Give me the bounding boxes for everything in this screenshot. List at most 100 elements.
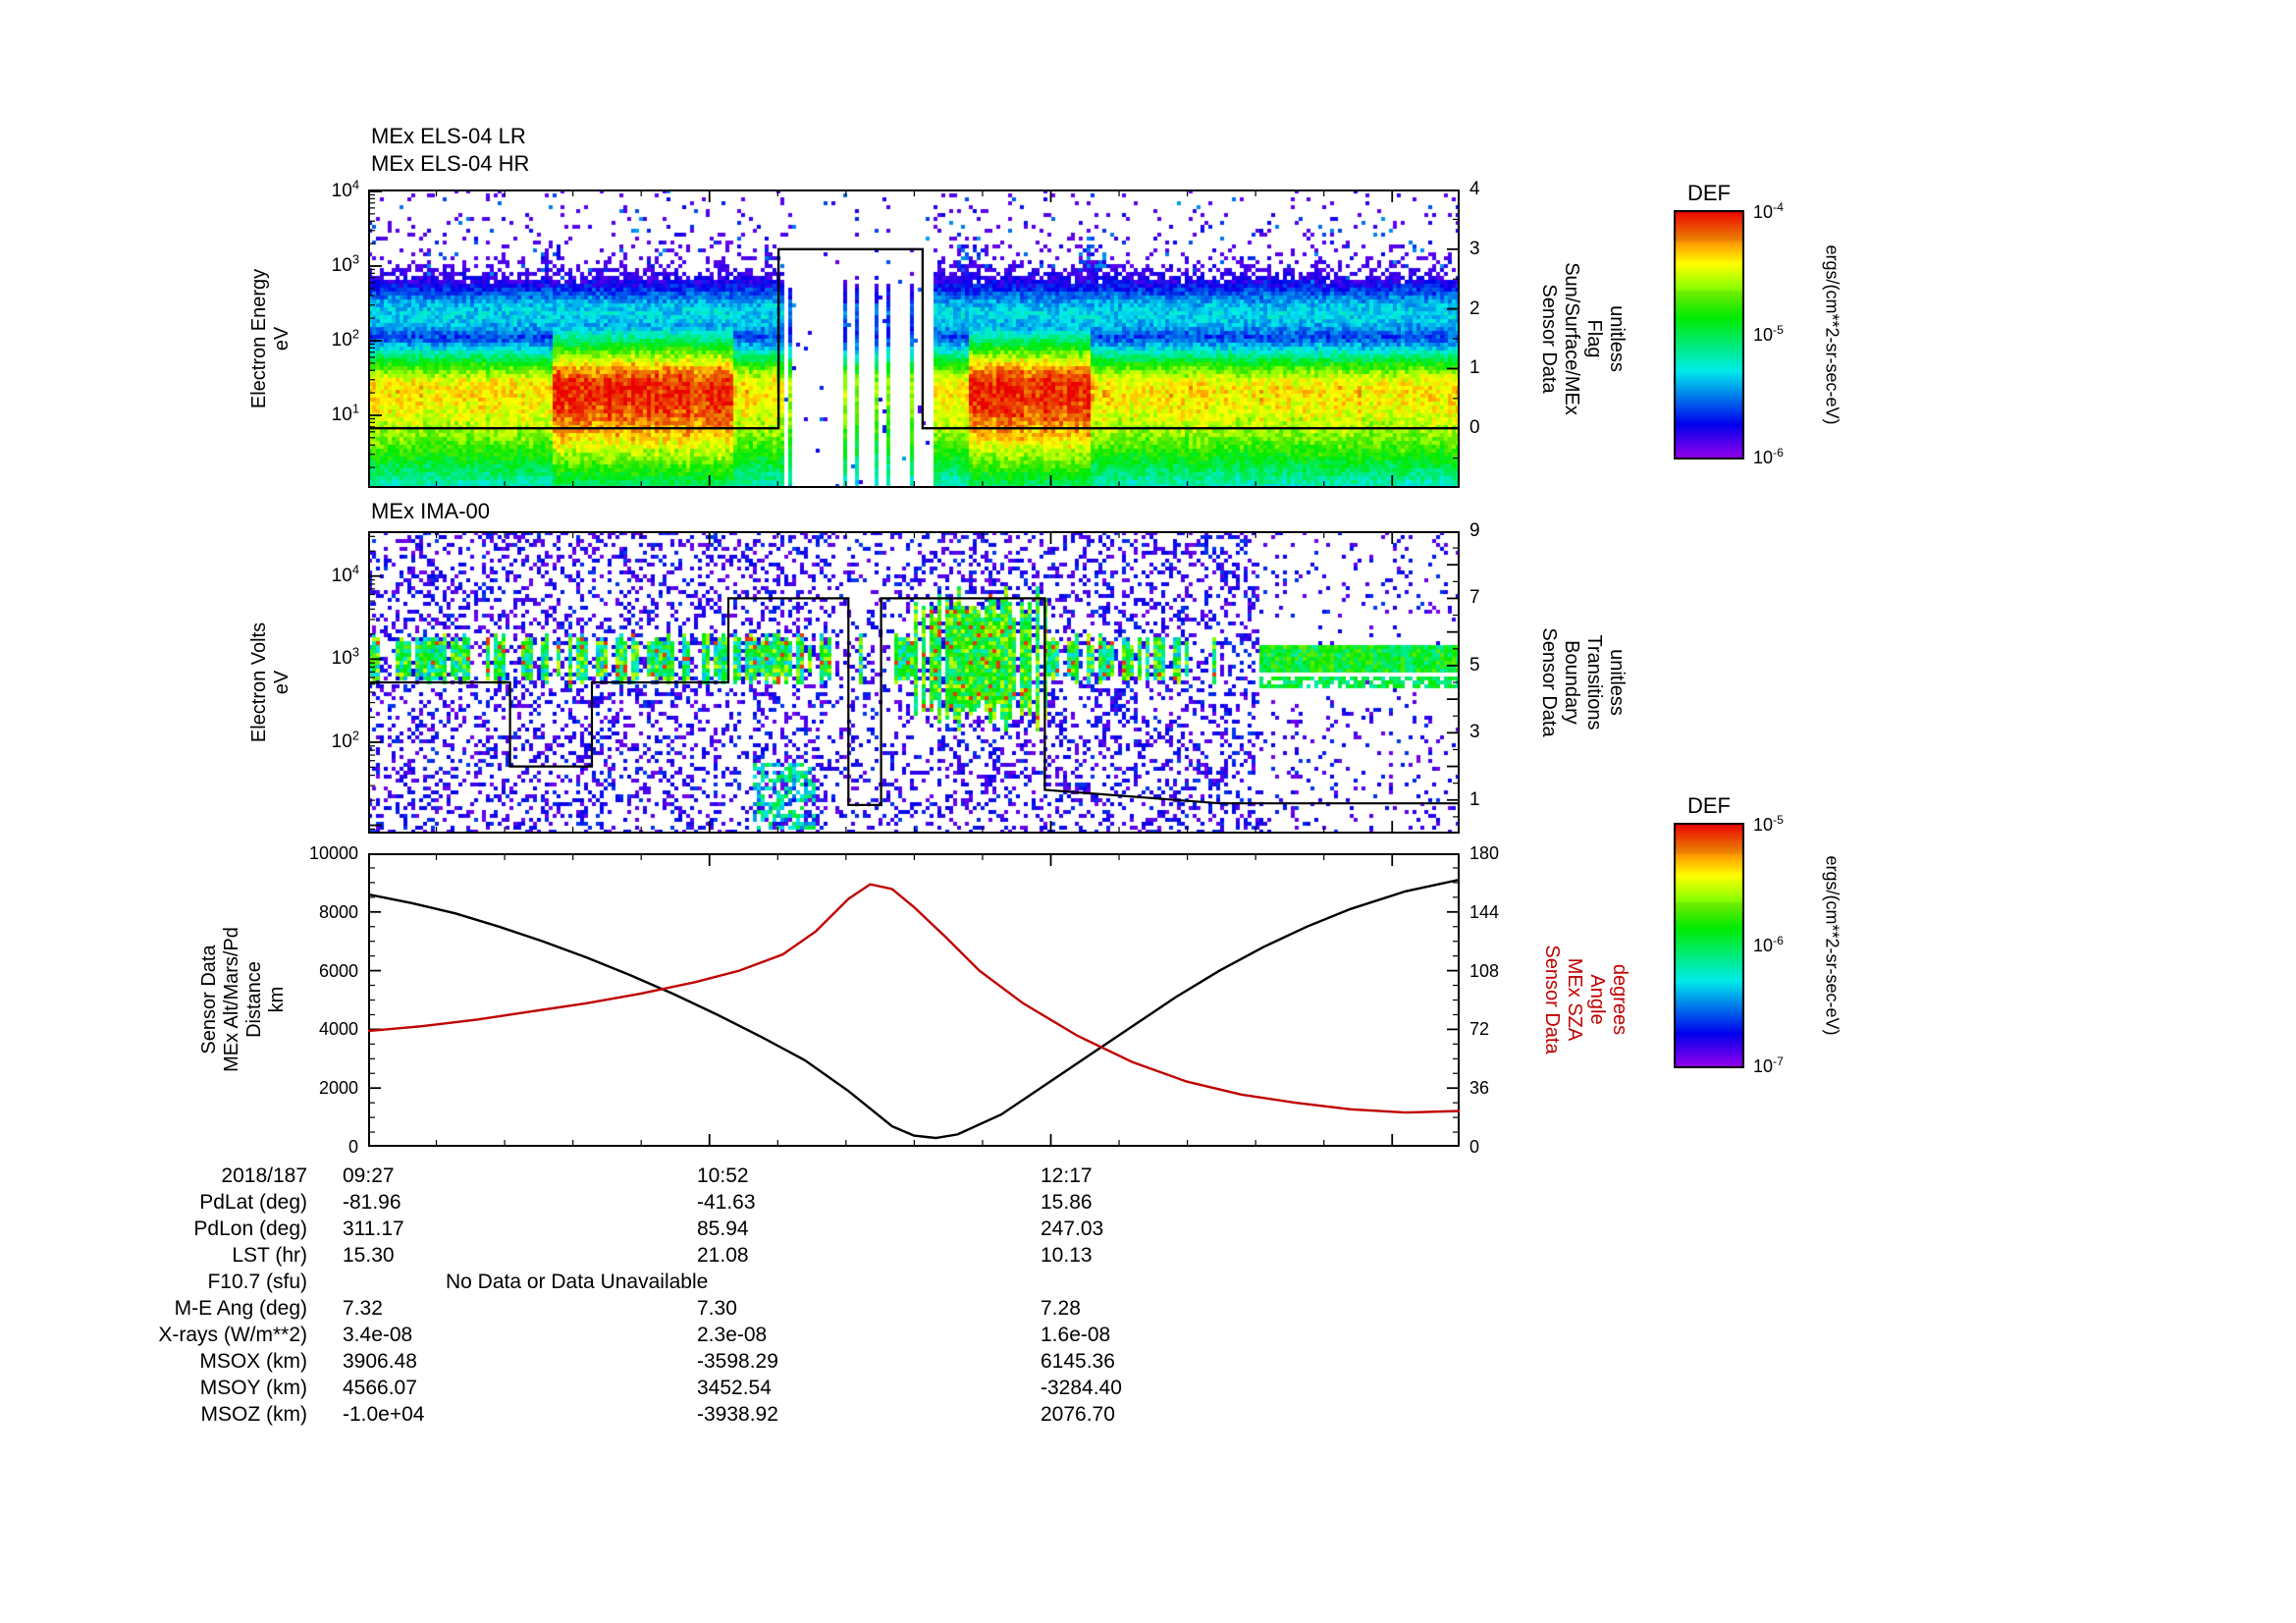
sza-right-axis-label-line: MEx SZA — [1564, 957, 1585, 1042]
table-cell: 6145.36 — [1041, 1350, 1115, 1373]
ima-spectrogram-canvas — [368, 531, 1460, 834]
els-y-axis-label-line: Electron Energy — [248, 268, 270, 409]
alt-sza-line-chart — [368, 853, 1460, 1147]
colorbar-els-gradient — [1674, 210, 1744, 460]
table-cell: 247.03 — [1041, 1217, 1104, 1240]
colorbar-ima-gradient — [1674, 823, 1744, 1068]
els-ytick-label: 101 — [331, 401, 359, 425]
ima-right-axis-label-line: Sensor Data — [1538, 627, 1560, 737]
table-row-label: 2018/187 — [221, 1164, 307, 1187]
els-right-axis-label-line: unitless — [1606, 305, 1628, 372]
table-cell: 7.28 — [1041, 1297, 1081, 1320]
els-flag-tick-label: 2 — [1469, 298, 1480, 319]
alt-y-axis-label: Sensor Data MEx Alt/Mars/Pd Distance km — [198, 927, 289, 1072]
ima-boundary-tick-label: 5 — [1469, 654, 1480, 676]
ima-boundary-line — [368, 597, 1460, 806]
table-cell: -3284.40 — [1041, 1377, 1122, 1399]
alt-y-axis-label-line: Sensor Data — [198, 945, 220, 1055]
alt-y-axis-label-line: MEx Alt/Mars/Pd — [221, 927, 242, 1072]
ima-right-axis-label-line: Boundary — [1561, 640, 1582, 725]
els-y-axis-label: Electron Energy eV — [248, 269, 294, 408]
ima-right-axis-label: unitless Transitions Boundary Sensor Dat… — [1537, 627, 1628, 736]
ima-boundary-tick-label: 9 — [1469, 520, 1480, 541]
alt-sza-line-panel — [368, 853, 1460, 1147]
colorbar2-title: DEF — [1687, 793, 1731, 818]
table-row-label: M-E Ang (deg) — [174, 1297, 307, 1320]
table-cell: 7.30 — [697, 1297, 737, 1320]
table-cell: 7.32 — [343, 1297, 383, 1320]
ima-y-axis-label: Electron Volts eV — [248, 622, 294, 742]
table-cell: -1.0e+04 — [343, 1403, 425, 1426]
table-cell: 1.6e-08 — [1041, 1324, 1111, 1346]
colorbar2-tick-label: 10-7 — [1753, 1055, 1784, 1076]
ima-right-axis-label-line: unitless — [1606, 649, 1628, 716]
alt-ytick-label: 6000 — [318, 960, 358, 981]
sza-tick-label: 180 — [1469, 843, 1500, 863]
els-axis-overlay — [368, 189, 1460, 488]
alt-ytick-label: 4000 — [318, 1019, 358, 1040]
table-cell: -3938.92 — [697, 1403, 778, 1426]
table-cell: 2.3e-08 — [697, 1324, 768, 1346]
table-row-label: MSOX (km) — [199, 1350, 307, 1373]
colorbar1-tick-label: 10-4 — [1753, 200, 1784, 222]
alt-y-axis-label-line: Distance — [243, 961, 265, 1038]
els-flag-tick-label: 0 — [1469, 417, 1480, 439]
sza-right-axis-label: degrees Angle MEx SZA Sensor Data — [1540, 945, 1630, 1054]
table-row-label: PdLon (deg) — [193, 1217, 307, 1240]
table-cell: 3.4e-08 — [343, 1324, 413, 1346]
table-cell: -3598.29 — [697, 1350, 778, 1373]
els-right-axis-label-line: Sensor Data — [1538, 284, 1560, 394]
sza-right-axis-label-line: Angle — [1586, 974, 1608, 1025]
table-cell: 21.08 — [697, 1244, 749, 1267]
table-cell: 85.94 — [697, 1217, 749, 1240]
table-row-label: LST (hr) — [232, 1244, 307, 1267]
table-row-label: MSOZ (km) — [200, 1403, 307, 1426]
colorbar2-tick-label: 10-5 — [1753, 813, 1784, 835]
els-title-lr: MEx ELS-04 LR — [371, 124, 526, 148]
sza-tick-label: 108 — [1469, 960, 1500, 981]
table-note: No Data or Data Unavailable — [446, 1271, 709, 1293]
colorbar1-unit-text: ergs/(cm**2-sr-sec-eV) — [1822, 244, 1842, 425]
ima-title: MEx IMA-00 — [371, 499, 491, 523]
colorbar1-tick-label: 10-5 — [1753, 323, 1784, 345]
table-row-label: PdLat (deg) — [199, 1191, 307, 1214]
table-cell: 12:17 — [1041, 1164, 1093, 1187]
colorbar1-unit-label: ergs/(cm**2-sr-sec-eV) — [1821, 244, 1843, 424]
sza-right-axis-label-line: Sensor Data — [1541, 945, 1563, 1055]
colorbar1-title: DEF — [1687, 181, 1731, 205]
sza-tick-label: 144 — [1469, 901, 1500, 922]
els-flag-tick-label: 3 — [1469, 238, 1480, 259]
alt-ytick-label: 0 — [347, 1137, 358, 1157]
table-row-label: X-rays (W/m**2) — [158, 1324, 307, 1346]
colorbar2-tick-label: 10-6 — [1753, 934, 1784, 955]
sza-right-axis-label-line: degrees — [1609, 963, 1630, 1036]
altitude-line — [368, 878, 1460, 1140]
table-cell: 10.13 — [1041, 1244, 1093, 1267]
ima-ytick-label: 102 — [331, 728, 359, 752]
els-flag-tick-label: 4 — [1469, 179, 1480, 199]
table-cell: -41.63 — [697, 1191, 756, 1214]
els-right-axis-label: unitless Flag Sun/Surface/MEx Sensor Dat… — [1537, 262, 1628, 415]
ima-y-axis-unit: eV — [271, 670, 293, 695]
ima-boundary-tick-label: 7 — [1469, 587, 1480, 609]
alt-ytick-label: 10000 — [308, 843, 358, 863]
table-cell: 15.86 — [1041, 1191, 1093, 1214]
ima-axis-overlay — [368, 531, 1460, 834]
alt-ytick-label: 8000 — [318, 901, 358, 922]
els-ytick-label: 102 — [331, 326, 359, 351]
colorbar2-unit-text: ergs/(cm**2-sr-sec-eV) — [1822, 855, 1842, 1036]
ima-right-axis-label-line: Transitions — [1583, 634, 1605, 730]
els-y-axis-unit: eV — [271, 326, 293, 352]
ima-y-axis-label-line: Electron Volts — [248, 622, 270, 743]
els-spectrogram-canvas — [368, 189, 1460, 488]
ima-boundary-tick-label: 3 — [1469, 722, 1480, 743]
colorbar2-unit-label: ergs/(cm**2-sr-sec-eV) — [1821, 855, 1843, 1035]
table-cell: 15.30 — [343, 1244, 395, 1267]
table-cell: 4566.07 — [343, 1377, 417, 1399]
table-cell: 311.17 — [343, 1217, 404, 1240]
table-cell: 3906.48 — [343, 1350, 417, 1373]
table-cell: 2076.70 — [1041, 1403, 1115, 1426]
sza-tick-label: 36 — [1469, 1078, 1490, 1099]
ima-boundary-tick-label: 1 — [1469, 788, 1480, 810]
alt-y-axis-unit: km — [266, 986, 288, 1013]
